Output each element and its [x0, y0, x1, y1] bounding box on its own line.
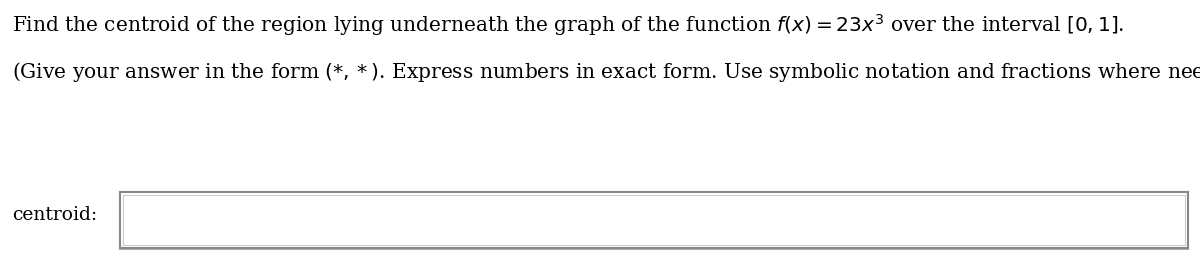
Bar	[120, 192, 1188, 248]
Bar	[119, 192, 1189, 250]
Text: Find the centroid of the region lying underneath the graph of the function $f(x): Find the centroid of the region lying un…	[12, 12, 1124, 38]
Text: centroid:: centroid:	[12, 206, 97, 224]
Text: (Give your answer in the form $(*, *)$. Express numbers in exact form. Use symbo: (Give your answer in the form $(*, *)$. …	[12, 60, 1200, 84]
